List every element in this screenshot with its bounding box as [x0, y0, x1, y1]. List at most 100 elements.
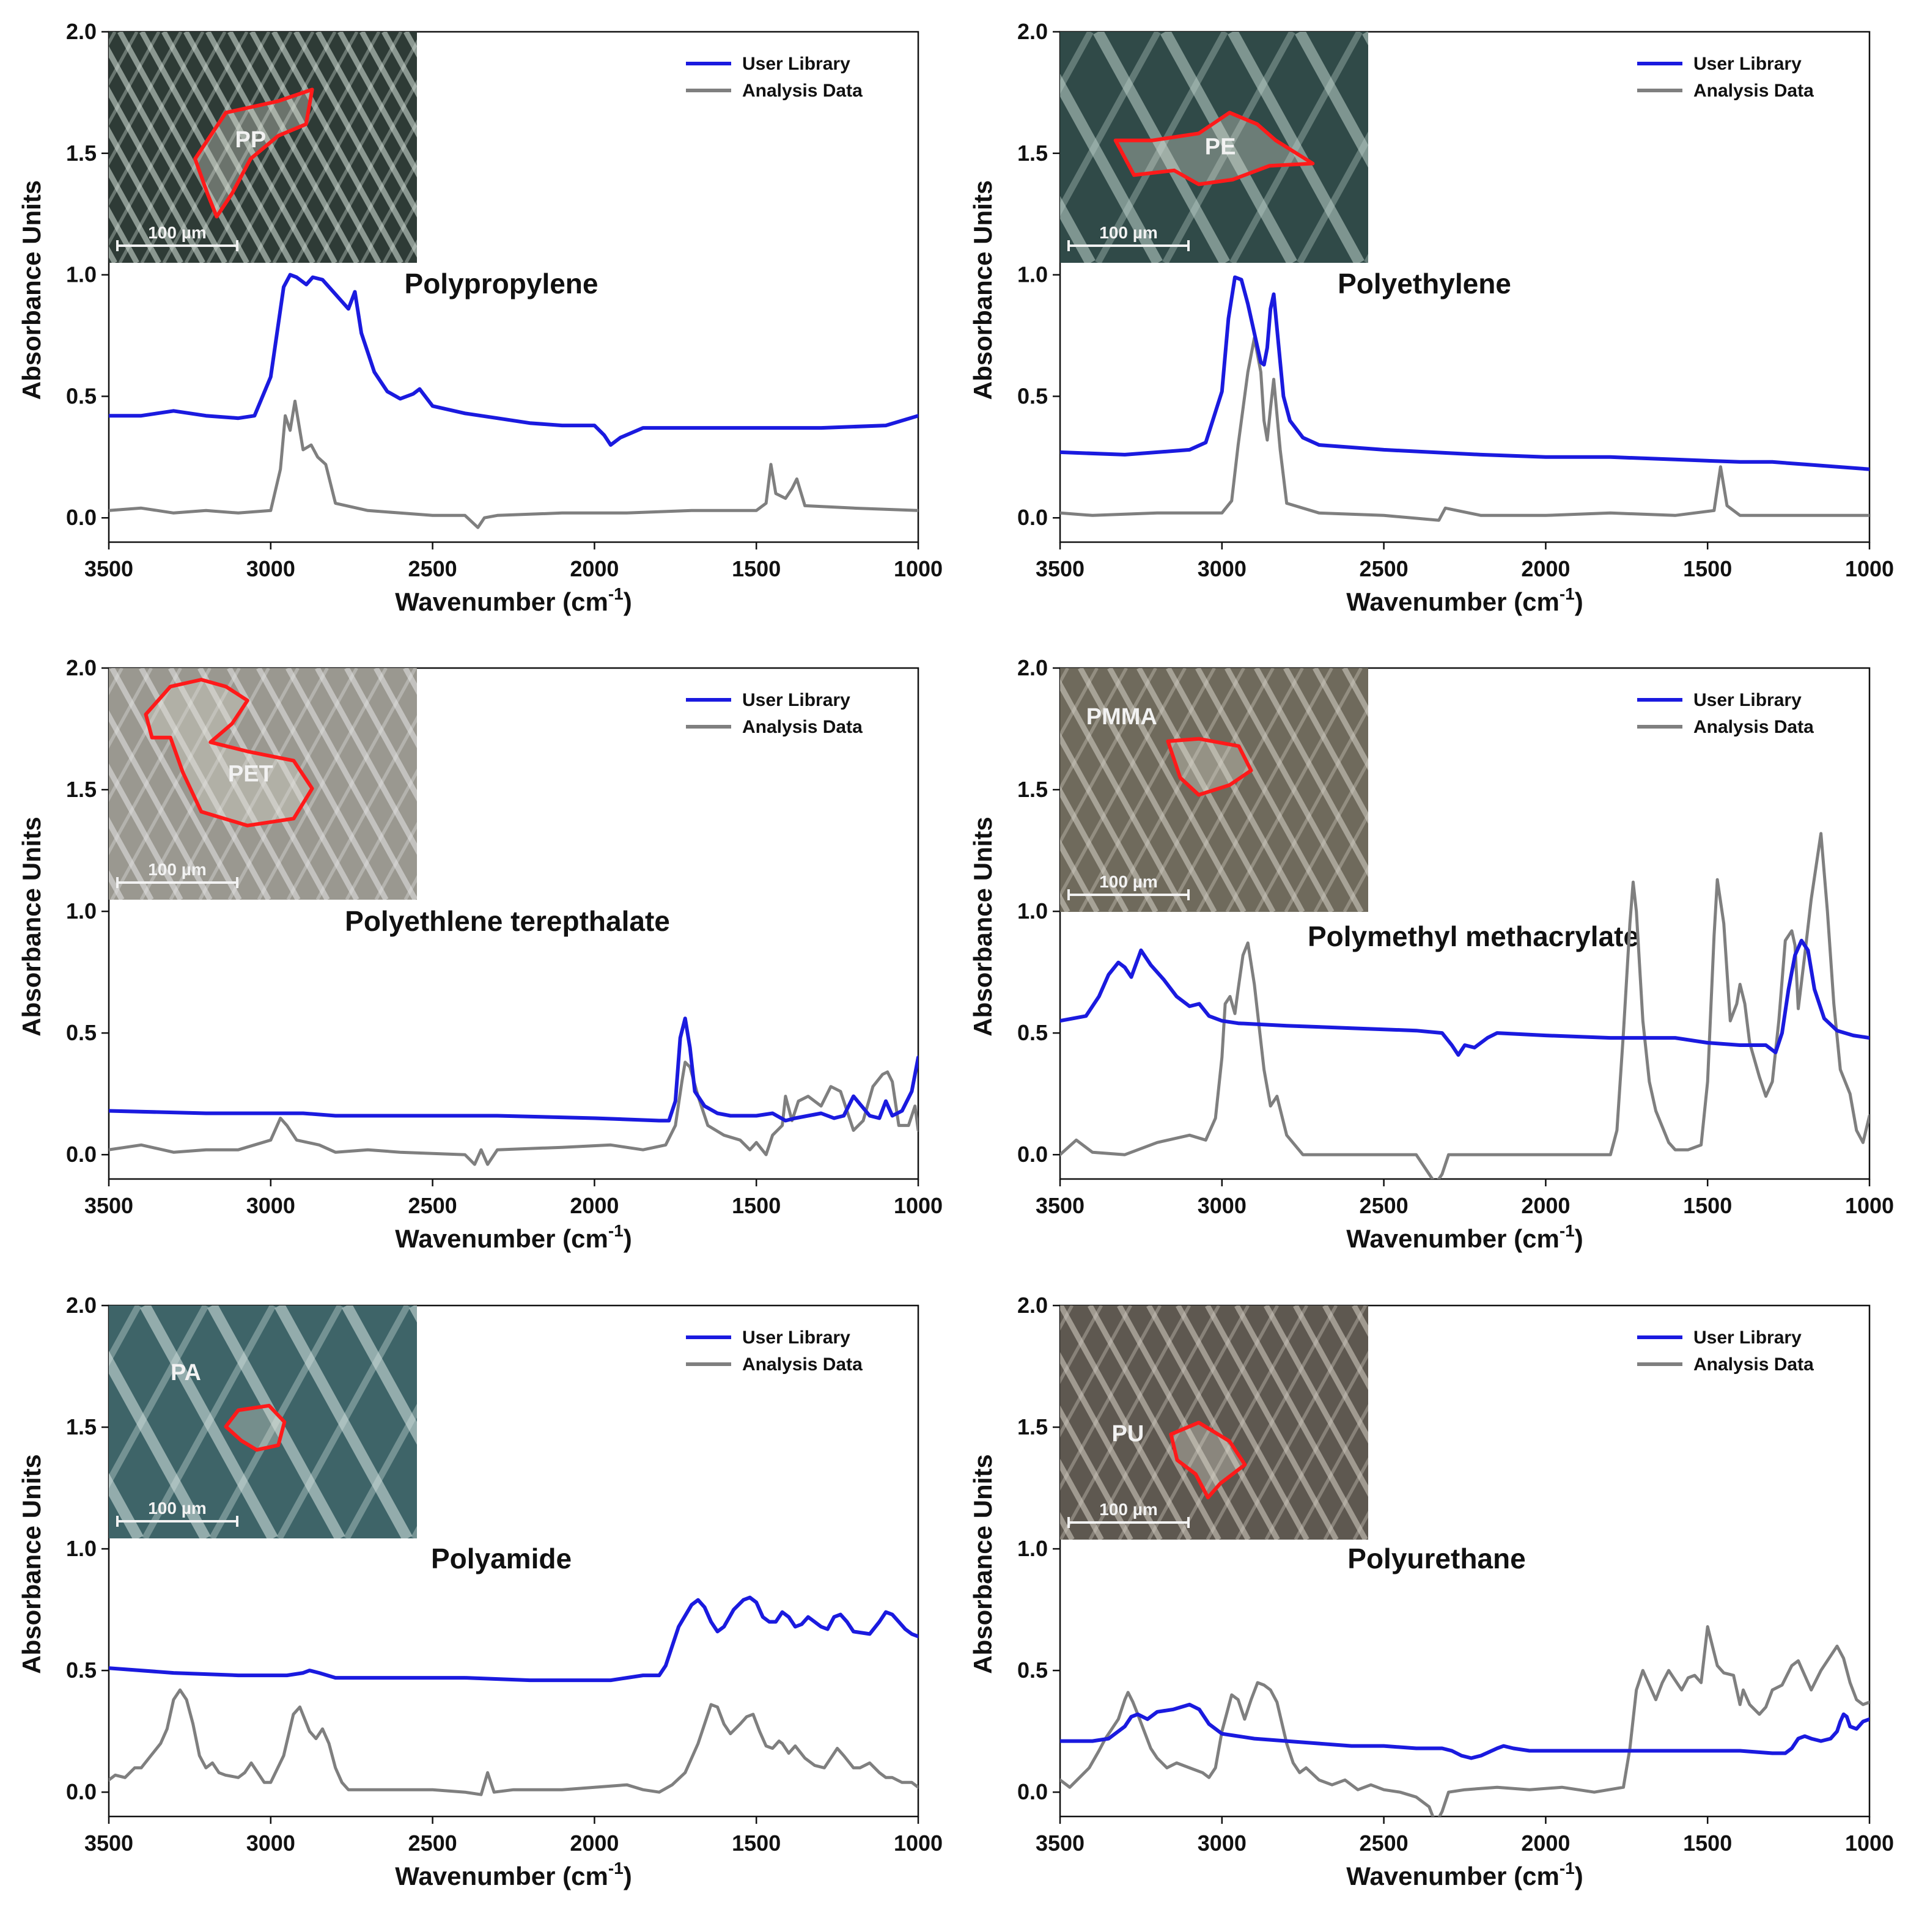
mesh-wire [142, 1306, 276, 1538]
legend-entry: User Library [742, 1328, 850, 1348]
mesh-wire [1107, 668, 1247, 912]
particle-outline [224, 1403, 287, 1452]
mesh-wire [140, 1306, 278, 1538]
x-tick-label: 3000 [246, 556, 295, 581]
mesh-wire [1264, 1350, 1368, 1540]
x-axis-label-end: ) [624, 1862, 632, 1890]
x-tick-label: 1000 [894, 556, 943, 581]
series-line-user-library [1060, 275, 1869, 471]
series-line-user-library [1060, 938, 1869, 1057]
x-axis-label-end: ) [1575, 1862, 1583, 1890]
mesh-pattern [1060, 32, 1368, 263]
x-tick-label: 2500 [408, 556, 457, 581]
mesh-wire [1060, 678, 1188, 912]
mesh-wire [1060, 1352, 1163, 1540]
legend-entry: Analysis Data [1693, 1354, 1814, 1375]
y-tick-label: 1.5 [1017, 141, 1048, 166]
x-tick-label: 2500 [408, 1831, 457, 1856]
y-axis-label: Absorbance Units [968, 180, 997, 400]
mesh-wire [1195, 668, 1335, 912]
series-line-analysis-data [109, 1688, 918, 1796]
mesh-wire [1060, 32, 1161, 216]
mesh-wire [271, 32, 403, 263]
mesh-wire [109, 32, 205, 207]
mesh-wire [1060, 32, 1094, 94]
mesh-wire [109, 668, 242, 900]
mesh-wire [109, 32, 139, 87]
x-tick-label: 1500 [1683, 556, 1732, 581]
y-tick-label: 2.0 [1017, 19, 1048, 44]
x-tick-label: 1500 [1683, 1831, 1732, 1856]
chart-panel-5: PA 100 µm 0.0 0.5 1.0 1.5 2.0 3500 3000 2500 2000 1… [17, 1293, 943, 1890]
x-axis-label: Wavenumber (cm-1) [1346, 584, 1583, 616]
panel-title: Polyethlene terepthalate [345, 905, 670, 937]
legend-entry: Analysis Data [1693, 81, 1814, 101]
mesh-wire [274, 1306, 413, 1538]
x-tick-label: 2500 [408, 1193, 457, 1218]
x-axis-label-main: Wavenumber (cm [1346, 1224, 1560, 1253]
mesh-wire [338, 119, 417, 263]
x-tick-label: 3500 [84, 1831, 133, 1856]
chart-panel-3: PET 100 µm 0.0 0.5 1.0 1.5 2.0 3500 3000 2500 2000… [0, 655, 943, 1253]
mesh-pattern [109, 1306, 417, 1538]
chart-panel-6: PU 100 µm 0.0 0.5 1.0 1.5 2.0 3500 3000 2500 2000 1… [968, 1293, 1894, 1890]
mesh-wire [1205, 1306, 1339, 1540]
inset-polymer-label: PET [228, 762, 273, 787]
mesh-wire [382, 199, 417, 263]
mesh-wire [109, 1306, 142, 1367]
mesh-wire [1322, 1306, 1368, 1390]
mesh-wire [342, 1306, 417, 1445]
mesh-wire [0, 32, 5, 263]
x-axis-label-end: ) [1575, 587, 1583, 616]
mesh-wire [1078, 668, 1217, 912]
mesh-wire [139, 32, 271, 263]
mesh-wire [184, 32, 315, 263]
y-tick-label: 2.0 [66, 1293, 97, 1318]
x-tick-label: 3500 [1036, 1831, 1085, 1856]
panel-title: Polyamide [431, 1543, 572, 1574]
mesh-wire [250, 32, 381, 263]
legend-entry: User Library [742, 690, 850, 710]
x-tick-label: 2000 [570, 556, 619, 581]
mesh-wire [109, 32, 161, 127]
y-tick-label: 0.0 [1017, 1142, 1048, 1167]
y-tick-label: 0.5 [66, 383, 97, 408]
mesh-wire [1343, 865, 1368, 912]
mesh-wire [139, 668, 271, 900]
series-line-analysis-data [1060, 336, 1869, 522]
mesh-wire [337, 32, 417, 178]
x-tick-label: 2500 [1360, 1831, 1409, 1856]
x-axis-label: Wavenumber (cm-1) [1346, 1221, 1583, 1253]
x-tick-label: 1500 [732, 556, 781, 581]
mesh-pattern [0, 32, 417, 263]
y-tick-label: 1.5 [66, 141, 97, 166]
x-tick-label: 1000 [1845, 1193, 1894, 1218]
mesh-wire [209, 1306, 344, 1538]
y-tick-label: 0.0 [1017, 1779, 1048, 1804]
mesh-wire [117, 32, 249, 263]
scale-bar-label: 100 µm [1099, 223, 1158, 242]
y-tick-label: 2.0 [1017, 655, 1048, 680]
y-tick-label: 0.0 [66, 1142, 97, 1167]
inset-polymer-label: PE [1205, 134, 1236, 160]
y-tick-label: 2.0 [1017, 1293, 1048, 1318]
y-axis-label: Absorbance Units [968, 817, 997, 1036]
y-tick-label: 0.5 [1017, 1020, 1048, 1045]
x-tick-label: 1500 [1683, 1193, 1732, 1218]
mesh-wire [227, 32, 359, 263]
x-tick-label: 3000 [246, 1831, 295, 1856]
mesh-wire [1176, 1306, 1309, 1540]
series-line-analysis-data [1060, 832, 1869, 1179]
scale-bar-label: 100 µm [1099, 1500, 1158, 1519]
mesh-wire [345, 768, 417, 900]
mesh-wire [293, 32, 417, 258]
y-tick-label: 0.5 [1017, 1658, 1048, 1683]
y-tick-label: 2.0 [66, 19, 97, 44]
inset-polymer-label: PA [171, 1360, 201, 1386]
mesh-wire [0, 668, 4, 900]
x-axis-label-main: Wavenumber (cm [395, 587, 608, 616]
mesh-wire [1088, 1306, 1221, 1540]
mesh-wire [1225, 668, 1364, 912]
mesh-wire [315, 32, 417, 218]
mesh-wire [109, 32, 183, 166]
